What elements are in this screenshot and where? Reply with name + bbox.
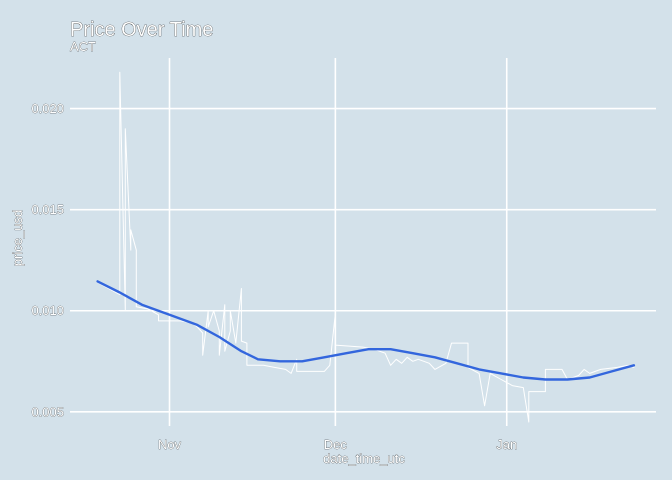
y-tick-label: 0.005: [31, 404, 64, 419]
grid-layer: [70, 58, 656, 426]
y-tick-label: 0.020: [31, 101, 64, 116]
series-layer: [96, 71, 636, 423]
price-line: [97, 71, 635, 423]
tick-layer: 0.005 0.010 0.015 0.020 Nov Dec Jan: [31, 101, 517, 452]
y-axis-label: price_usd: [10, 210, 25, 266]
y-tick-label: 0.010: [31, 303, 64, 318]
x-tick-label: Nov: [158, 437, 182, 452]
y-tick-label: 0.015: [31, 202, 64, 217]
x-tick-label: Dec: [324, 437, 348, 452]
smooth-trend-line: [96, 280, 636, 381]
chart-title: Price Over Time: [70, 19, 213, 41]
x-tick-label: Jan: [496, 437, 517, 452]
x-axis-label: date_time_utc: [323, 451, 405, 466]
chart-subtitle: ACT: [70, 39, 96, 54]
